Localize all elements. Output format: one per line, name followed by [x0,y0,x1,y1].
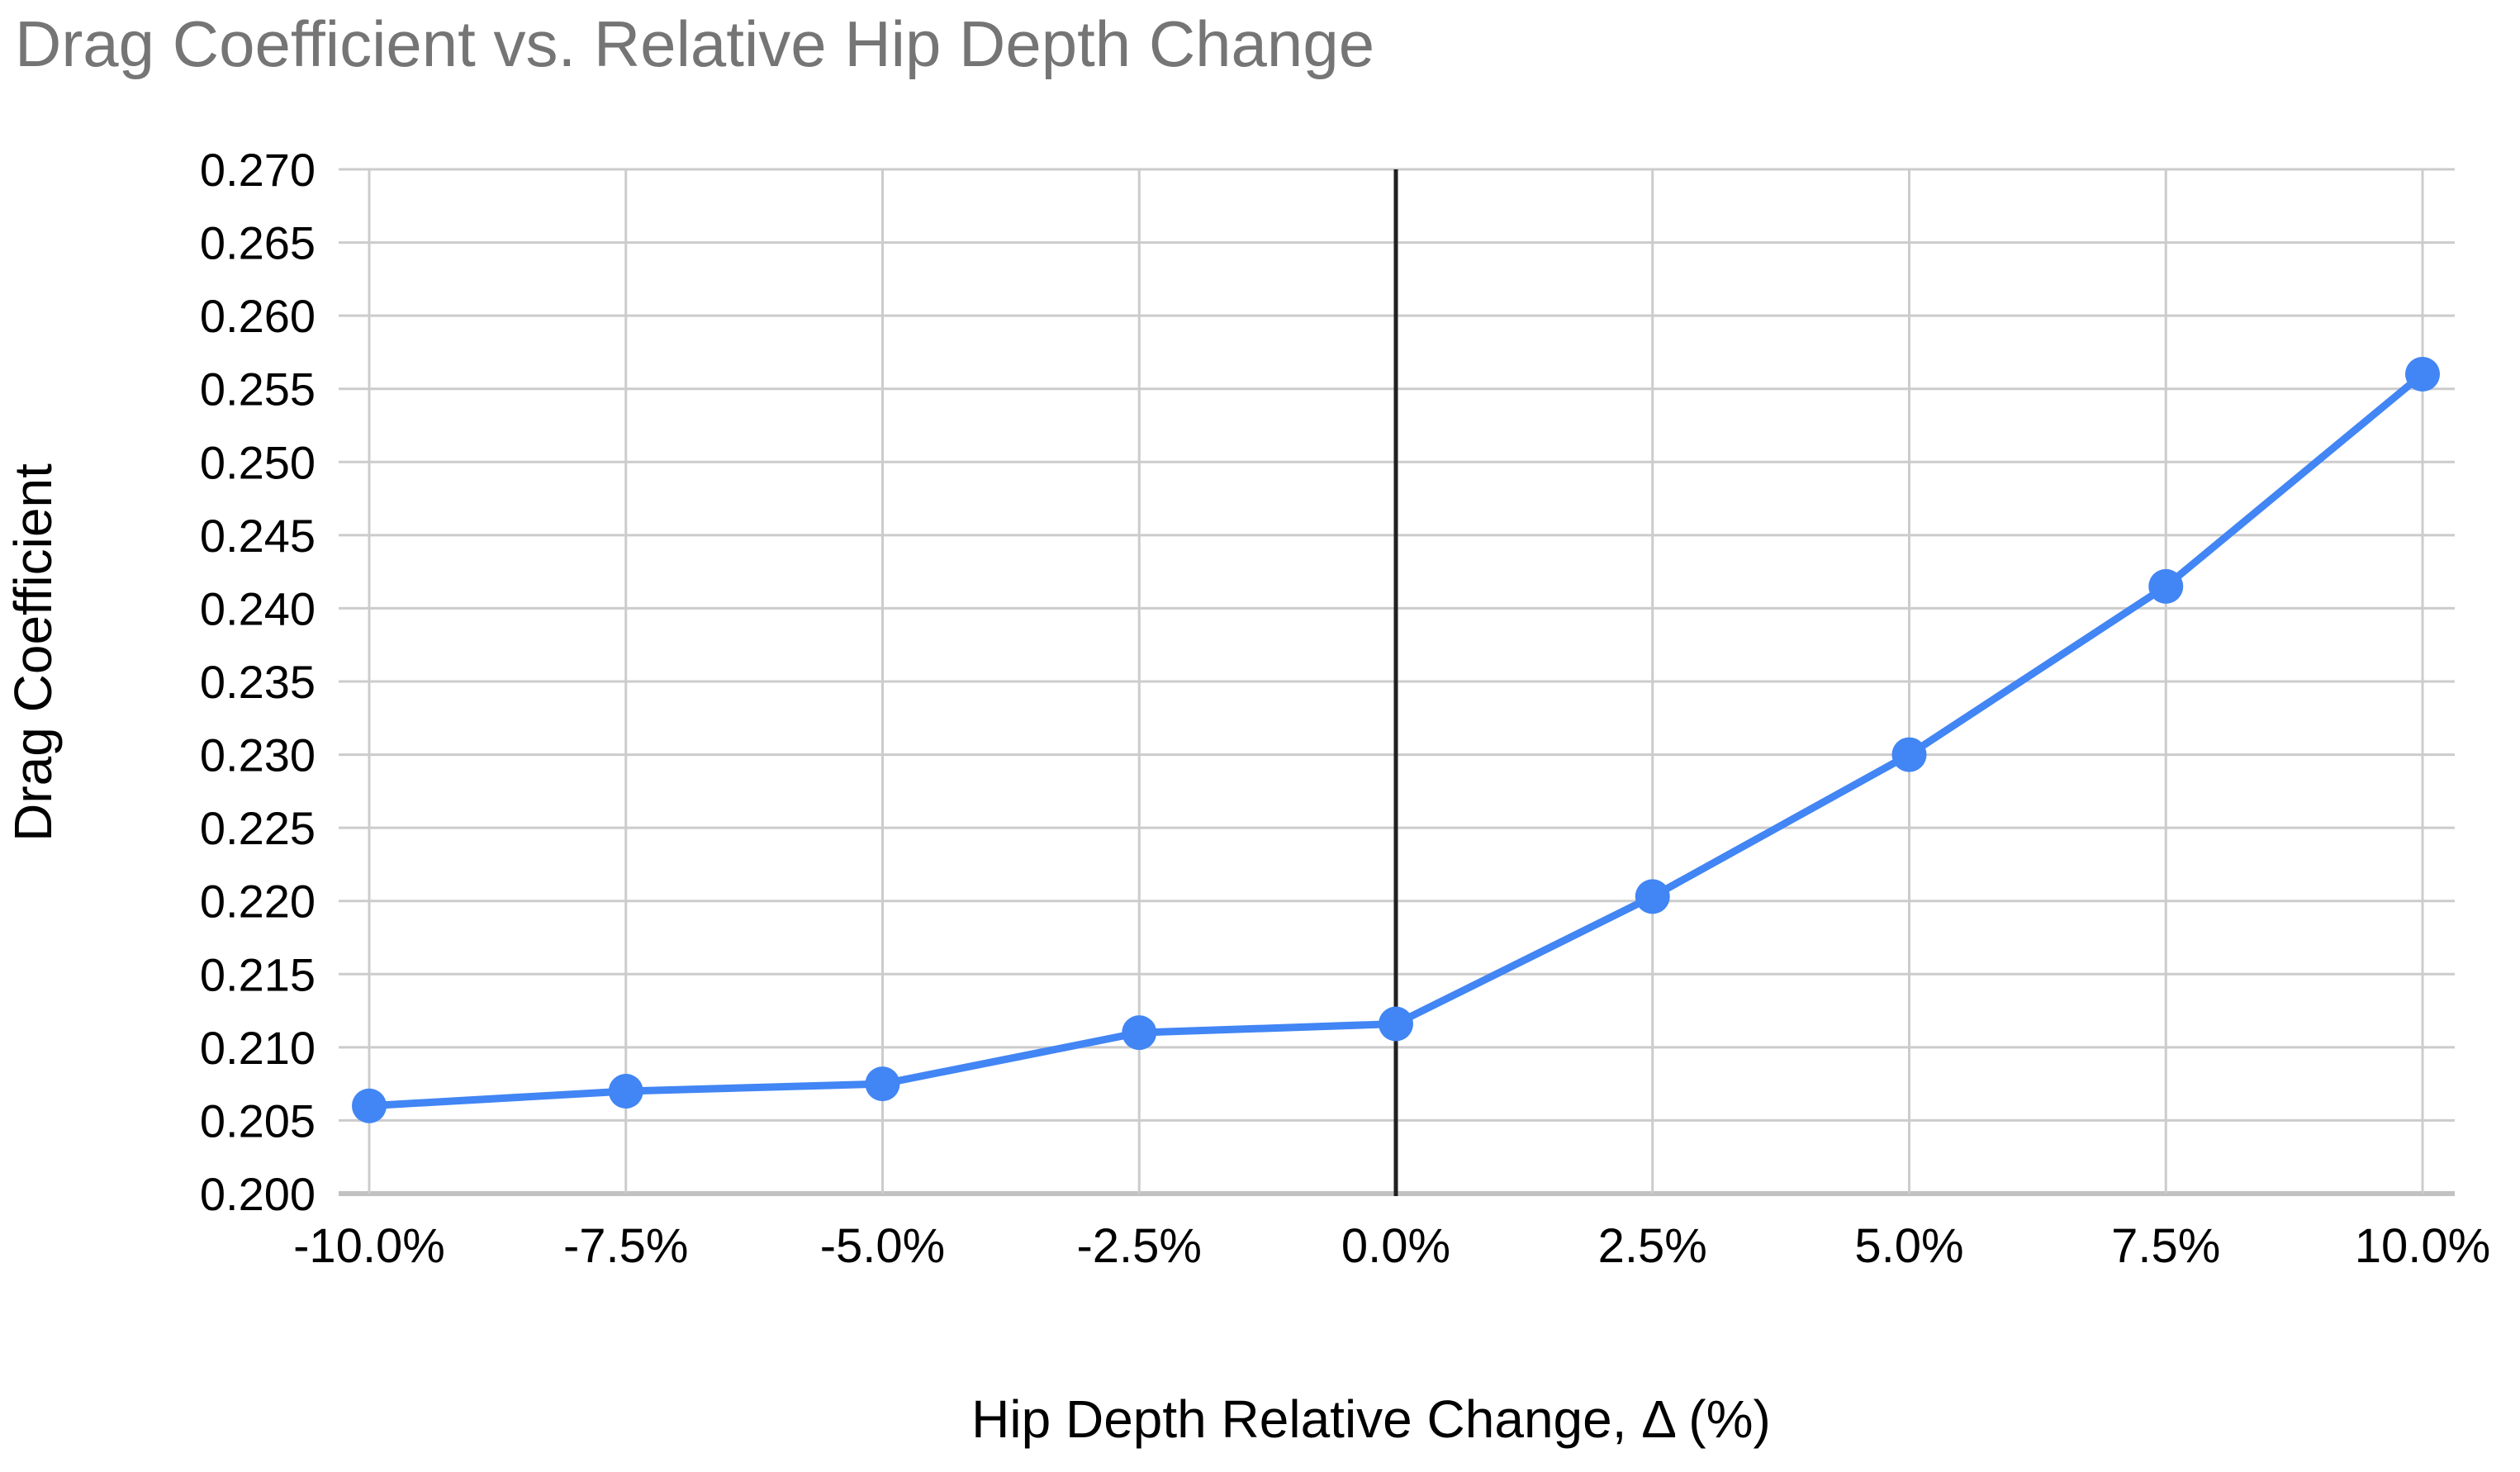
x-tick-label: 5.0% [1854,1219,1963,1273]
x-tick-label: 7.5% [2111,1219,2220,1273]
x-tick-label: -5.0% [820,1219,946,1273]
y-tick-label: 0.265 [200,217,316,269]
x-tick-label: -7.5% [563,1219,689,1273]
data-point [1635,879,1670,914]
data-point [2405,357,2440,392]
y-tick-label: 0.205 [200,1095,316,1147]
x-tick-label: -2.5% [1076,1219,1202,1273]
y-tick-label: 0.255 [200,363,316,415]
y-tick-label: 0.250 [200,436,316,488]
x-tick-label: 10.0% [2355,1219,2490,1273]
y-tick-label: 0.220 [200,876,316,928]
data-point [352,1088,387,1123]
data-point [1122,1015,1157,1051]
data-point [865,1066,900,1102]
y-axis-title: Drag Coefficient [3,463,63,842]
data-points [352,357,2440,1123]
x-tick-labels: -10.0% -7.5% -5.0% -2.5% 0.0% 2.5% 5.0% 7.5% 10.… [293,1219,2490,1273]
x-tick-label: 2.5% [1598,1219,1707,1273]
y-tick-label: 0.245 [200,510,316,562]
y-tick-label: 0.260 [200,290,316,342]
y-tick-label: 0.240 [200,582,316,634]
x-tick-label: 0.0% [1341,1219,1450,1273]
x-axis-title: Hip Depth Relative Change, Δ (%) [971,1389,1771,1449]
y-tick-label: 0.225 [200,802,316,854]
y-tick-label: 0.215 [200,948,316,1000]
y-tick-label: 0.200 [200,1168,316,1220]
chart-title: Drag Coefficient vs. Relative Hip Depth … [15,7,1374,80]
y-tick-label: 0.235 [200,656,316,708]
data-point [1891,737,1927,772]
data-point [608,1074,643,1109]
y-tick-label: 0.270 [200,144,316,196]
data-point [1379,1006,1413,1042]
y-tick-labels: 0.200 0.205 0.210 0.215 0.220 0.225 0.230 0.235… [200,144,316,1220]
x-tick-label: -10.0% [293,1219,445,1273]
y-tick-label: 0.230 [200,729,316,781]
y-tick-label: 0.210 [200,1022,316,1074]
data-point [2148,568,2184,604]
